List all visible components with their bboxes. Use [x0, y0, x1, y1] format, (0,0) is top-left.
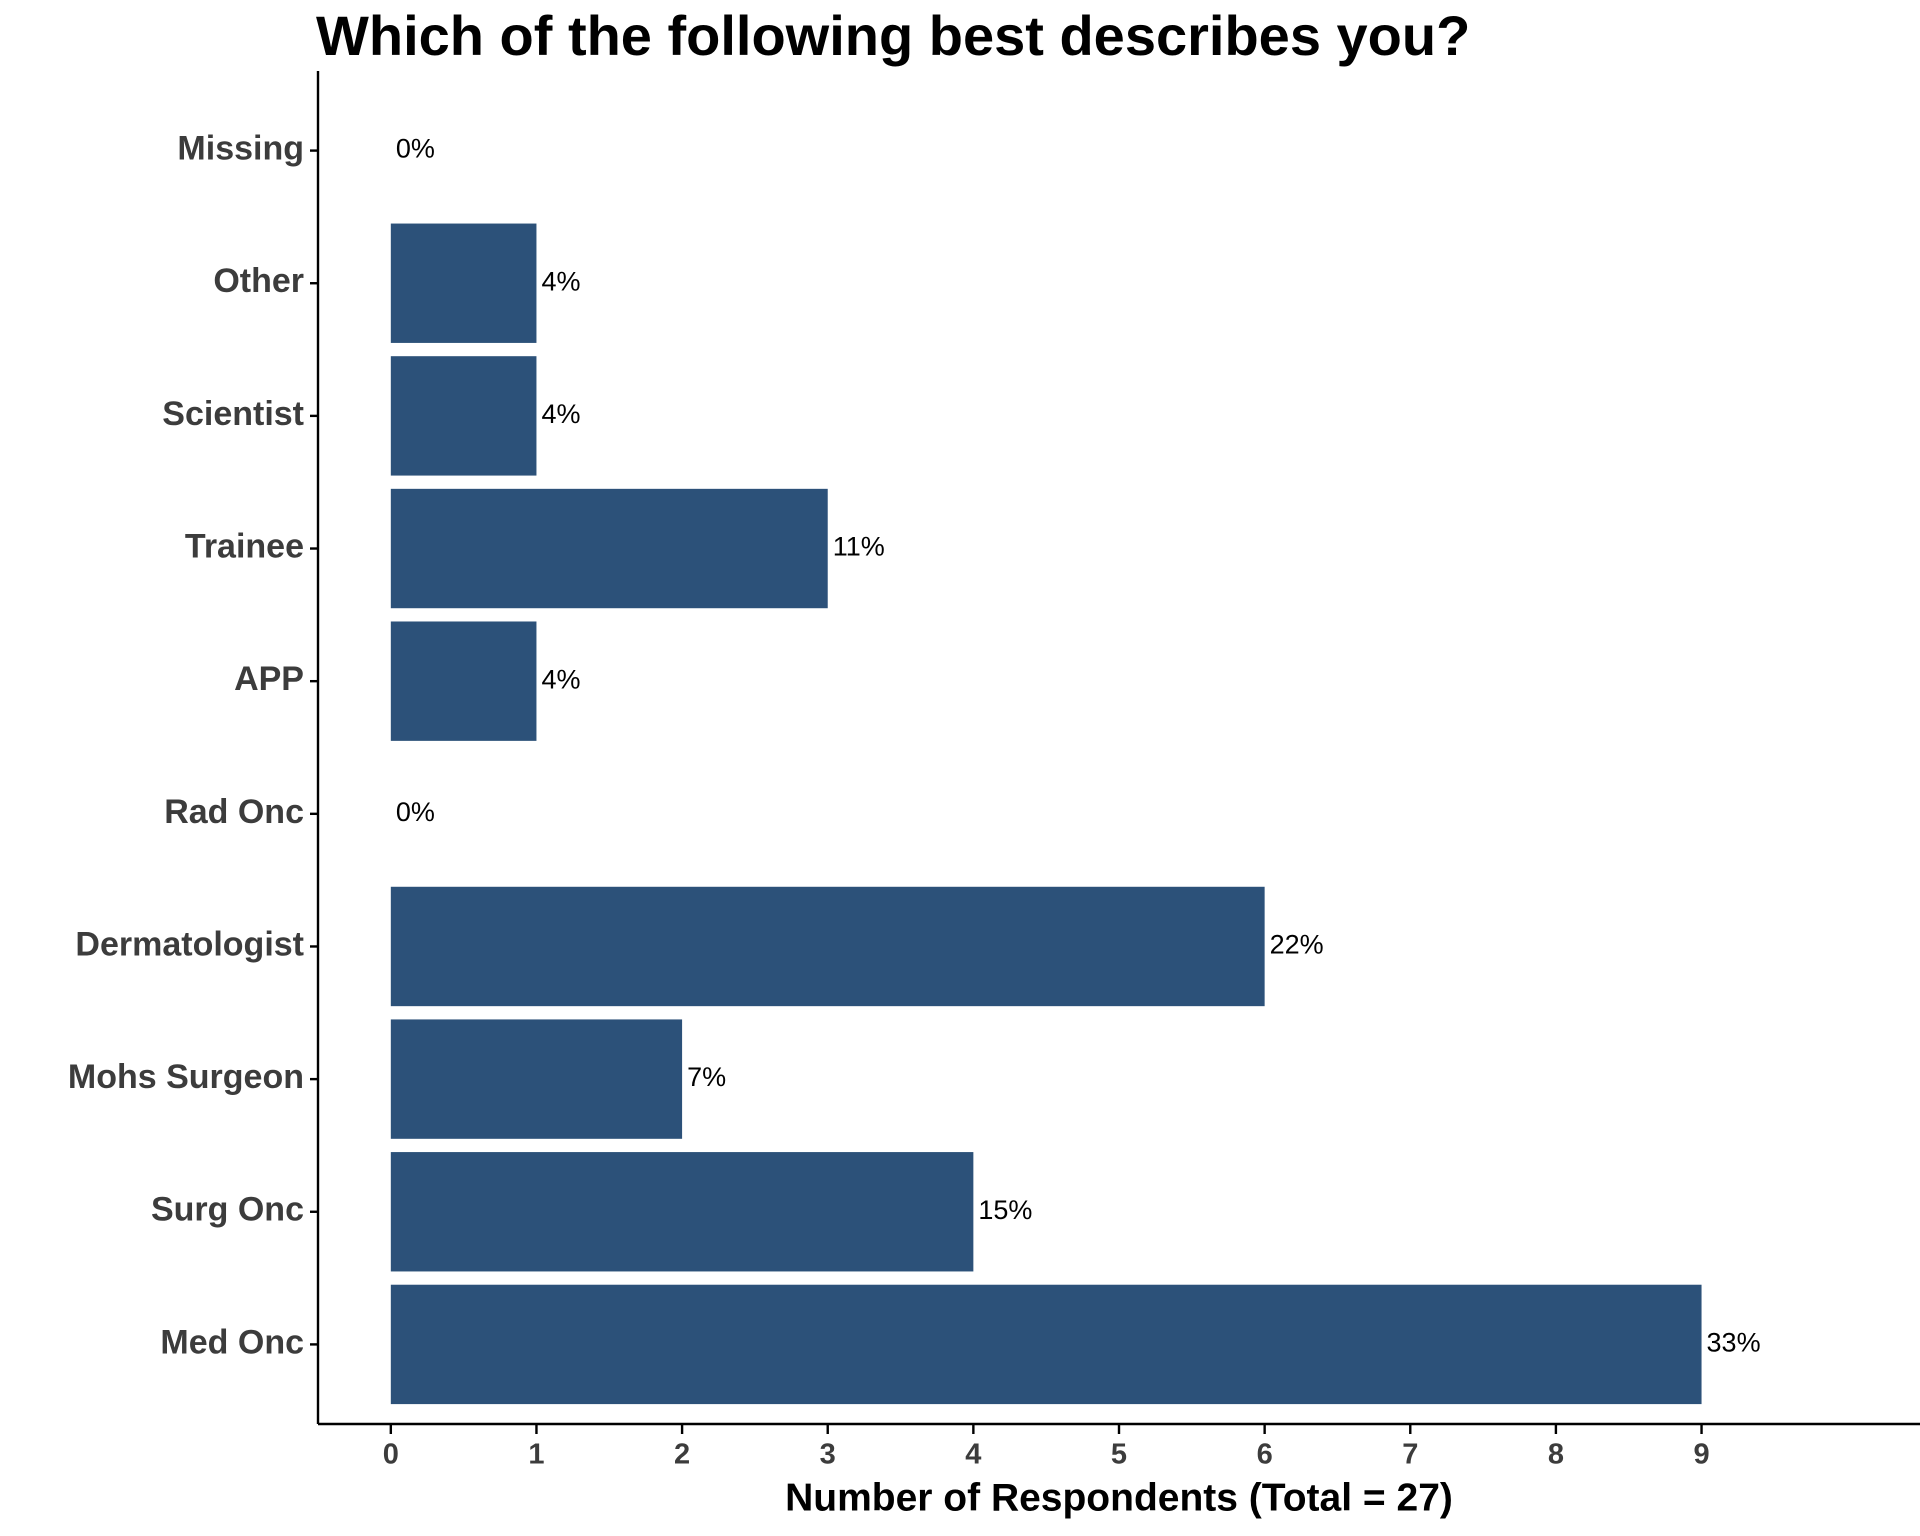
- x-tick-label: 1: [528, 1439, 544, 1471]
- value-label: 15%: [978, 1195, 1032, 1225]
- bar: [390, 621, 537, 741]
- x-tick-label: 5: [1111, 1439, 1127, 1471]
- x-tick-label: 9: [1693, 1439, 1709, 1471]
- bar: [390, 886, 1265, 1007]
- y-tick-label: Trainee: [185, 528, 304, 566]
- y-tick-label: Rad Onc: [164, 793, 304, 831]
- value-label: 4%: [541, 399, 580, 429]
- bar: [390, 223, 537, 343]
- bar: [390, 356, 537, 476]
- value-label: 11%: [833, 532, 885, 562]
- value-label: 22%: [1270, 930, 1324, 960]
- y-tick-label: Surg Onc: [151, 1191, 304, 1229]
- value-label: 33%: [1707, 1328, 1761, 1358]
- x-axis-title: Number of Respondents (Total = 27): [785, 1476, 1453, 1519]
- x-tick-label: 4: [965, 1439, 981, 1471]
- x-tick-label: 0: [383, 1439, 399, 1471]
- y-tick-label: Scientist: [162, 395, 304, 433]
- x-tick-label: 2: [674, 1439, 690, 1471]
- y-tick-label: Mohs Surgeon: [68, 1058, 304, 1096]
- x-tick-label: 6: [1257, 1439, 1273, 1471]
- bar: [390, 1152, 974, 1272]
- x-tick-label: 3: [820, 1439, 836, 1471]
- y-tick-label: Other: [213, 262, 304, 300]
- x-tick-label: 7: [1402, 1439, 1418, 1471]
- value-label: 0%: [396, 797, 435, 827]
- bar: [390, 1019, 683, 1139]
- value-label: 4%: [541, 266, 580, 296]
- y-tick-label: Med Onc: [160, 1323, 304, 1361]
- bar: [390, 488, 828, 609]
- bar: [390, 1284, 1702, 1405]
- y-tick-label: Dermatologist: [75, 925, 304, 963]
- chart-title: Which of the following best describes yo…: [316, 4, 1470, 67]
- x-tick-label: 8: [1548, 1439, 1564, 1471]
- value-label: 4%: [541, 664, 580, 694]
- value-label: 0%: [396, 134, 435, 164]
- y-tick-label: Missing: [177, 130, 304, 168]
- y-tick-label: APP: [234, 660, 304, 698]
- value-label: 7%: [687, 1062, 726, 1092]
